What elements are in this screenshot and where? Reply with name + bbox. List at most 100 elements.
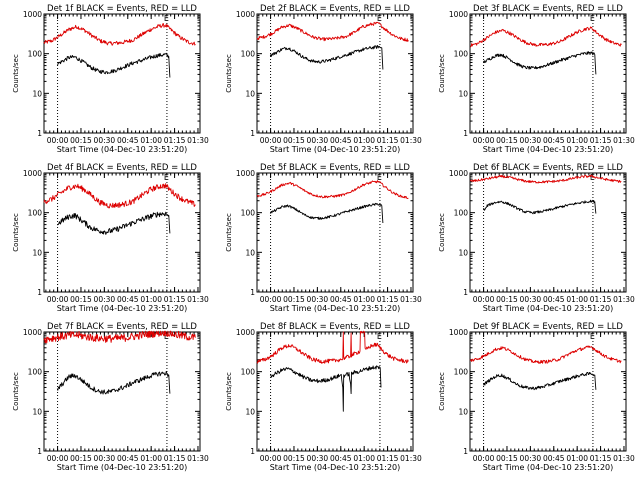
- x-tick-label: 00:15: [496, 295, 518, 304]
- y-tick-label: 1: [37, 129, 42, 138]
- panel-6f: Det 6f BLACK = Events, RED = LLD 1 10 100 10…: [438, 163, 635, 313]
- y-tick-label: 10: [245, 89, 255, 98]
- x-tick-label: 00:15: [283, 295, 305, 304]
- marker-label: E: [164, 332, 169, 341]
- series-events-line: [269, 45, 384, 70]
- x-tick-label: 01:30: [400, 454, 422, 463]
- series-lld-line: [256, 21, 409, 42]
- plot-frame: [43, 13, 201, 134]
- x-tick-label: 01:30: [613, 295, 635, 304]
- x-tick-label: 01:15: [377, 454, 399, 463]
- y-tick-label: 1000: [236, 169, 255, 178]
- x-axis-label: Start Time (04-Dec-10 23:51:20): [57, 145, 188, 154]
- y-axis-label: Counts/sec: [438, 213, 446, 252]
- x-tick-label: 01:15: [590, 454, 612, 463]
- x-tick-label: 01:15: [164, 454, 186, 463]
- y-tick-label: 1000: [449, 169, 468, 178]
- x-tick-label: 01:15: [377, 295, 399, 304]
- panel-7f: Det 7f BLACK = Events, RED = LLD 1 10 100 10…: [12, 322, 209, 472]
- x-tick-label: 00:45: [117, 454, 139, 463]
- x-tick-label: 00:15: [283, 454, 305, 463]
- panel-title: Det 8f BLACK = Events, RED = LLD: [260, 322, 410, 332]
- x-tick-label: 00:15: [496, 136, 518, 145]
- panel-title: Det 6f BLACK = Events, RED = LLD: [473, 163, 623, 173]
- x-tick-label: 00:00: [47, 295, 69, 304]
- x-axis-label: Start Time (04-Dec-10 23:51:20): [57, 463, 188, 472]
- marker-label: E: [164, 14, 169, 23]
- y-axis-label: Counts/sec: [438, 54, 446, 93]
- plot-frame: [469, 172, 627, 293]
- x-tick-label: 00:30: [520, 136, 542, 145]
- marker-label: E: [377, 332, 382, 341]
- x-tick-label: 00:00: [260, 136, 282, 145]
- marker-label: E: [590, 14, 595, 23]
- x-tick-label: 00:30: [307, 136, 329, 145]
- x-tick-label: 01:15: [590, 295, 612, 304]
- x-tick-label: 01:15: [590, 136, 612, 145]
- x-axis-label: Start Time (04-Dec-10 23:51:20): [270, 463, 401, 472]
- x-axis-label: Start Time (04-Dec-10 23:51:20): [270, 304, 401, 313]
- y-axis-label: Counts/sec: [225, 213, 233, 252]
- x-tick-label: 00:30: [94, 454, 116, 463]
- y-tick-label: 10: [245, 248, 255, 257]
- y-axis-label: Counts/sec: [225, 54, 233, 93]
- y-tick-label: 1000: [23, 169, 42, 178]
- y-tick-label: 100: [241, 50, 256, 59]
- x-axis-label: Start Time (04-Dec-10 23:51:20): [483, 304, 614, 313]
- x-tick-label: 01:00: [353, 136, 375, 145]
- plot-frame: [256, 331, 414, 452]
- panel-title: Det 1f BLACK = Events, RED = LLD: [47, 4, 197, 14]
- y-axis-label: Counts/sec: [12, 213, 20, 252]
- x-tick-label: 00:00: [47, 454, 69, 463]
- y-tick-label: 100: [28, 368, 43, 377]
- y-tick-label: 100: [454, 209, 469, 218]
- series-lld-line: [256, 180, 409, 200]
- panel-title: Det 3f BLACK = Events, RED = LLD: [473, 4, 623, 14]
- marker-label: E: [164, 173, 169, 182]
- series-events-line: [482, 51, 597, 75]
- x-tick-label: 01:00: [140, 454, 162, 463]
- series-events-line: [57, 211, 171, 235]
- x-tick-label: 00:00: [473, 136, 495, 145]
- series-events-line: [483, 199, 597, 215]
- x-tick-label: 01:00: [353, 454, 375, 463]
- x-tick-label: 01:30: [400, 136, 422, 145]
- x-tick-label: 00:00: [47, 136, 69, 145]
- y-tick-label: 1: [463, 129, 468, 138]
- y-tick-label: 100: [241, 209, 256, 218]
- series-lld-line: [469, 26, 622, 48]
- x-tick-label: 00:15: [70, 136, 92, 145]
- panel-3f: Det 3f BLACK = Events, RED = LLD 1 10 100 10…: [438, 4, 635, 154]
- x-tick-label: 00:00: [473, 454, 495, 463]
- x-tick-label: 01:30: [187, 295, 209, 304]
- panel-title: Det 9f BLACK = Events, RED = LLD: [473, 322, 623, 332]
- x-tick-label: 01:00: [140, 136, 162, 145]
- x-tick-label: 01:30: [187, 454, 209, 463]
- plot-frame: [256, 13, 414, 134]
- series-lld-line: [256, 330, 409, 364]
- x-tick-label: 00:00: [260, 454, 282, 463]
- x-tick-label: 00:30: [94, 136, 116, 145]
- x-axis-label: Start Time (04-Dec-10 23:51:20): [483, 145, 614, 154]
- y-tick-label: 1000: [449, 328, 468, 337]
- y-tick-label: 100: [28, 209, 43, 218]
- panel-8f: Det 8f BLACK = Events, RED = LLD 1 10 100 10…: [225, 322, 422, 472]
- x-tick-label: 00:30: [307, 295, 329, 304]
- plot-frame: [256, 172, 414, 293]
- marker-label: E: [590, 332, 595, 341]
- y-tick-label: 10: [245, 407, 255, 416]
- series-events-line: [482, 371, 597, 391]
- series-lld-line: [43, 330, 196, 344]
- y-tick-label: 1: [250, 129, 255, 138]
- x-tick-label: 00:15: [496, 454, 518, 463]
- x-tick-label: 00:45: [543, 295, 565, 304]
- x-axis-label: Start Time (04-Dec-10 23:51:20): [57, 304, 188, 313]
- x-tick-label: 00:15: [70, 295, 92, 304]
- series-events-line: [269, 365, 382, 412]
- x-tick-label: 00:45: [117, 136, 139, 145]
- x-tick-label: 01:15: [377, 136, 399, 145]
- y-tick-label: 10: [32, 248, 42, 257]
- series-events-line: [56, 370, 171, 395]
- plot-frame: [43, 331, 201, 452]
